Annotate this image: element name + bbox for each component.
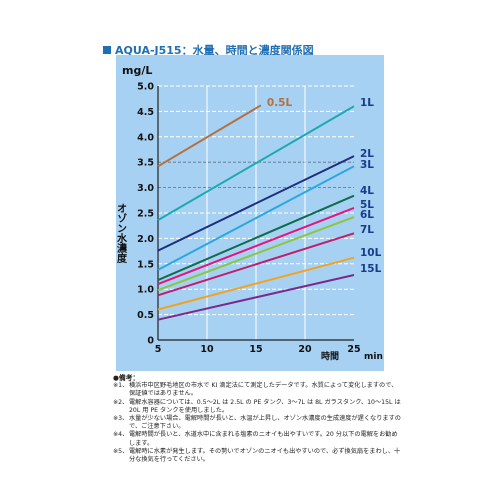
note-number: ※5、 xyxy=(113,447,129,455)
series-line-4L xyxy=(157,194,355,282)
note-number: ※4、 xyxy=(113,431,129,439)
y-tick-label: 3.5 xyxy=(137,158,154,169)
y-tick-label: 2.0 xyxy=(137,234,154,245)
note-text: 電解水容器については、0.5～2L は 2.5L の PE タンク、3～7L は… xyxy=(129,398,401,414)
x-axis-title: 時間 xyxy=(321,350,339,362)
note-item: ※4、 電解時間が長いと、水道水中に含まれる塩素のニオイも出やすいです。20 分以… xyxy=(113,431,403,447)
y-tick-label: 2.5 xyxy=(137,209,154,220)
note-text: 電解時間が長いと、水道水中に含まれる塩素のニオイも出やすいです。20 分以下の電… xyxy=(129,431,398,447)
y-tick-label: 0 xyxy=(147,336,154,347)
series-label: 15L xyxy=(360,263,382,275)
note-item: ※2、 電解水容器については、0.5～2L は 2.5L の PE タンク、3～7… xyxy=(113,399,403,415)
y-tick-label: 3.0 xyxy=(137,183,154,194)
y-tick-label: 4.0 xyxy=(137,132,154,143)
series-line-2L xyxy=(157,155,355,252)
y-tick-label: 0.5 xyxy=(137,310,154,321)
axes xyxy=(157,86,354,341)
note-text: 水量が少ない場合、電解時間が長いと、水温が上昇し、オゾン水濃度の生成速度が遅くな… xyxy=(129,415,401,431)
x-tick-label: 20 xyxy=(298,344,312,355)
y-tick-label: 5.0 xyxy=(137,82,154,93)
chart-title-text: AQUA-J515：水量、時間と濃度関係図 xyxy=(115,44,314,57)
series-label: 5L xyxy=(360,199,374,211)
note-number: ※2、 xyxy=(113,398,129,406)
note-item: ※5、 電解時に水素が発生します。その勢いでオゾンのニオイも出やすいので、必ず換気… xyxy=(113,448,403,464)
note-text: 横浜市中区野毛地区の市水で KI 滴定法にて測定したデータです。水質によって変化… xyxy=(129,382,398,398)
x-tick-label: 10 xyxy=(200,344,214,355)
y-tick-label: 1.5 xyxy=(137,259,154,270)
grid xyxy=(158,85,354,340)
x-axis-unit: min xyxy=(364,352,383,362)
series-label: 7L xyxy=(360,224,374,236)
x-tick-label: 15 xyxy=(249,344,262,355)
y-axis-title: オゾン水濃度 xyxy=(115,203,128,264)
note-item: ※3、 水量が少ない場合、電解時間が長いと、水温が上昇し、オゾン水濃度の生成速度が… xyxy=(113,415,403,431)
series-lines xyxy=(157,104,355,321)
series-line-7L xyxy=(157,232,355,297)
note-number: ※3、 xyxy=(113,415,129,423)
chart-title: AQUA-J515：水量、時間と濃度関係図 xyxy=(103,42,314,58)
series-line-10L xyxy=(157,256,355,311)
series-label: 2L xyxy=(360,148,374,160)
note-item: ※1、 横浜市中区野毛地区の市水で KI 滴定法にて測定したデータです。水質によっ… xyxy=(113,382,403,398)
series-label: 1L xyxy=(360,97,374,109)
series-line-0_5L xyxy=(157,104,262,168)
series-line-1L xyxy=(157,105,355,221)
title-square-icon xyxy=(103,46,111,54)
y-tick-label: 1.0 xyxy=(137,285,154,296)
series-label: 3L xyxy=(360,159,374,171)
notes: ●備考： ※1、 横浜市中区野毛地区の市水で KI 滴定法にて測定したデータです。… xyxy=(113,374,403,464)
series-line-6L xyxy=(157,216,355,292)
note-text: 電解時に水素が発生します。その勢いでオゾンのニオイも出やすいので、必ず換気扇をま… xyxy=(129,447,401,464)
y-tick-label: 4.5 xyxy=(137,107,154,118)
y-unit: mg/L xyxy=(122,64,152,77)
series-label: 6L xyxy=(360,209,374,221)
series-label: 4L xyxy=(360,185,374,197)
note-number: ※1、 xyxy=(113,382,129,390)
x-tick-label: 25 xyxy=(347,344,360,355)
series-line-3L xyxy=(157,165,355,271)
notes-header: ●備考： xyxy=(113,374,140,382)
series-label: 0.5L xyxy=(267,97,293,109)
series-line-15L xyxy=(157,274,355,321)
x-tick-label: 5 xyxy=(155,344,162,355)
series-label: 10L xyxy=(360,247,382,259)
series-line-5L xyxy=(157,206,355,286)
tick-labels: 0 0.5 1.0 1.5 2.0 2.5 3.0 3.5 4.0 4.5 5.0 5 10 15 20 25 xyxy=(137,82,360,356)
